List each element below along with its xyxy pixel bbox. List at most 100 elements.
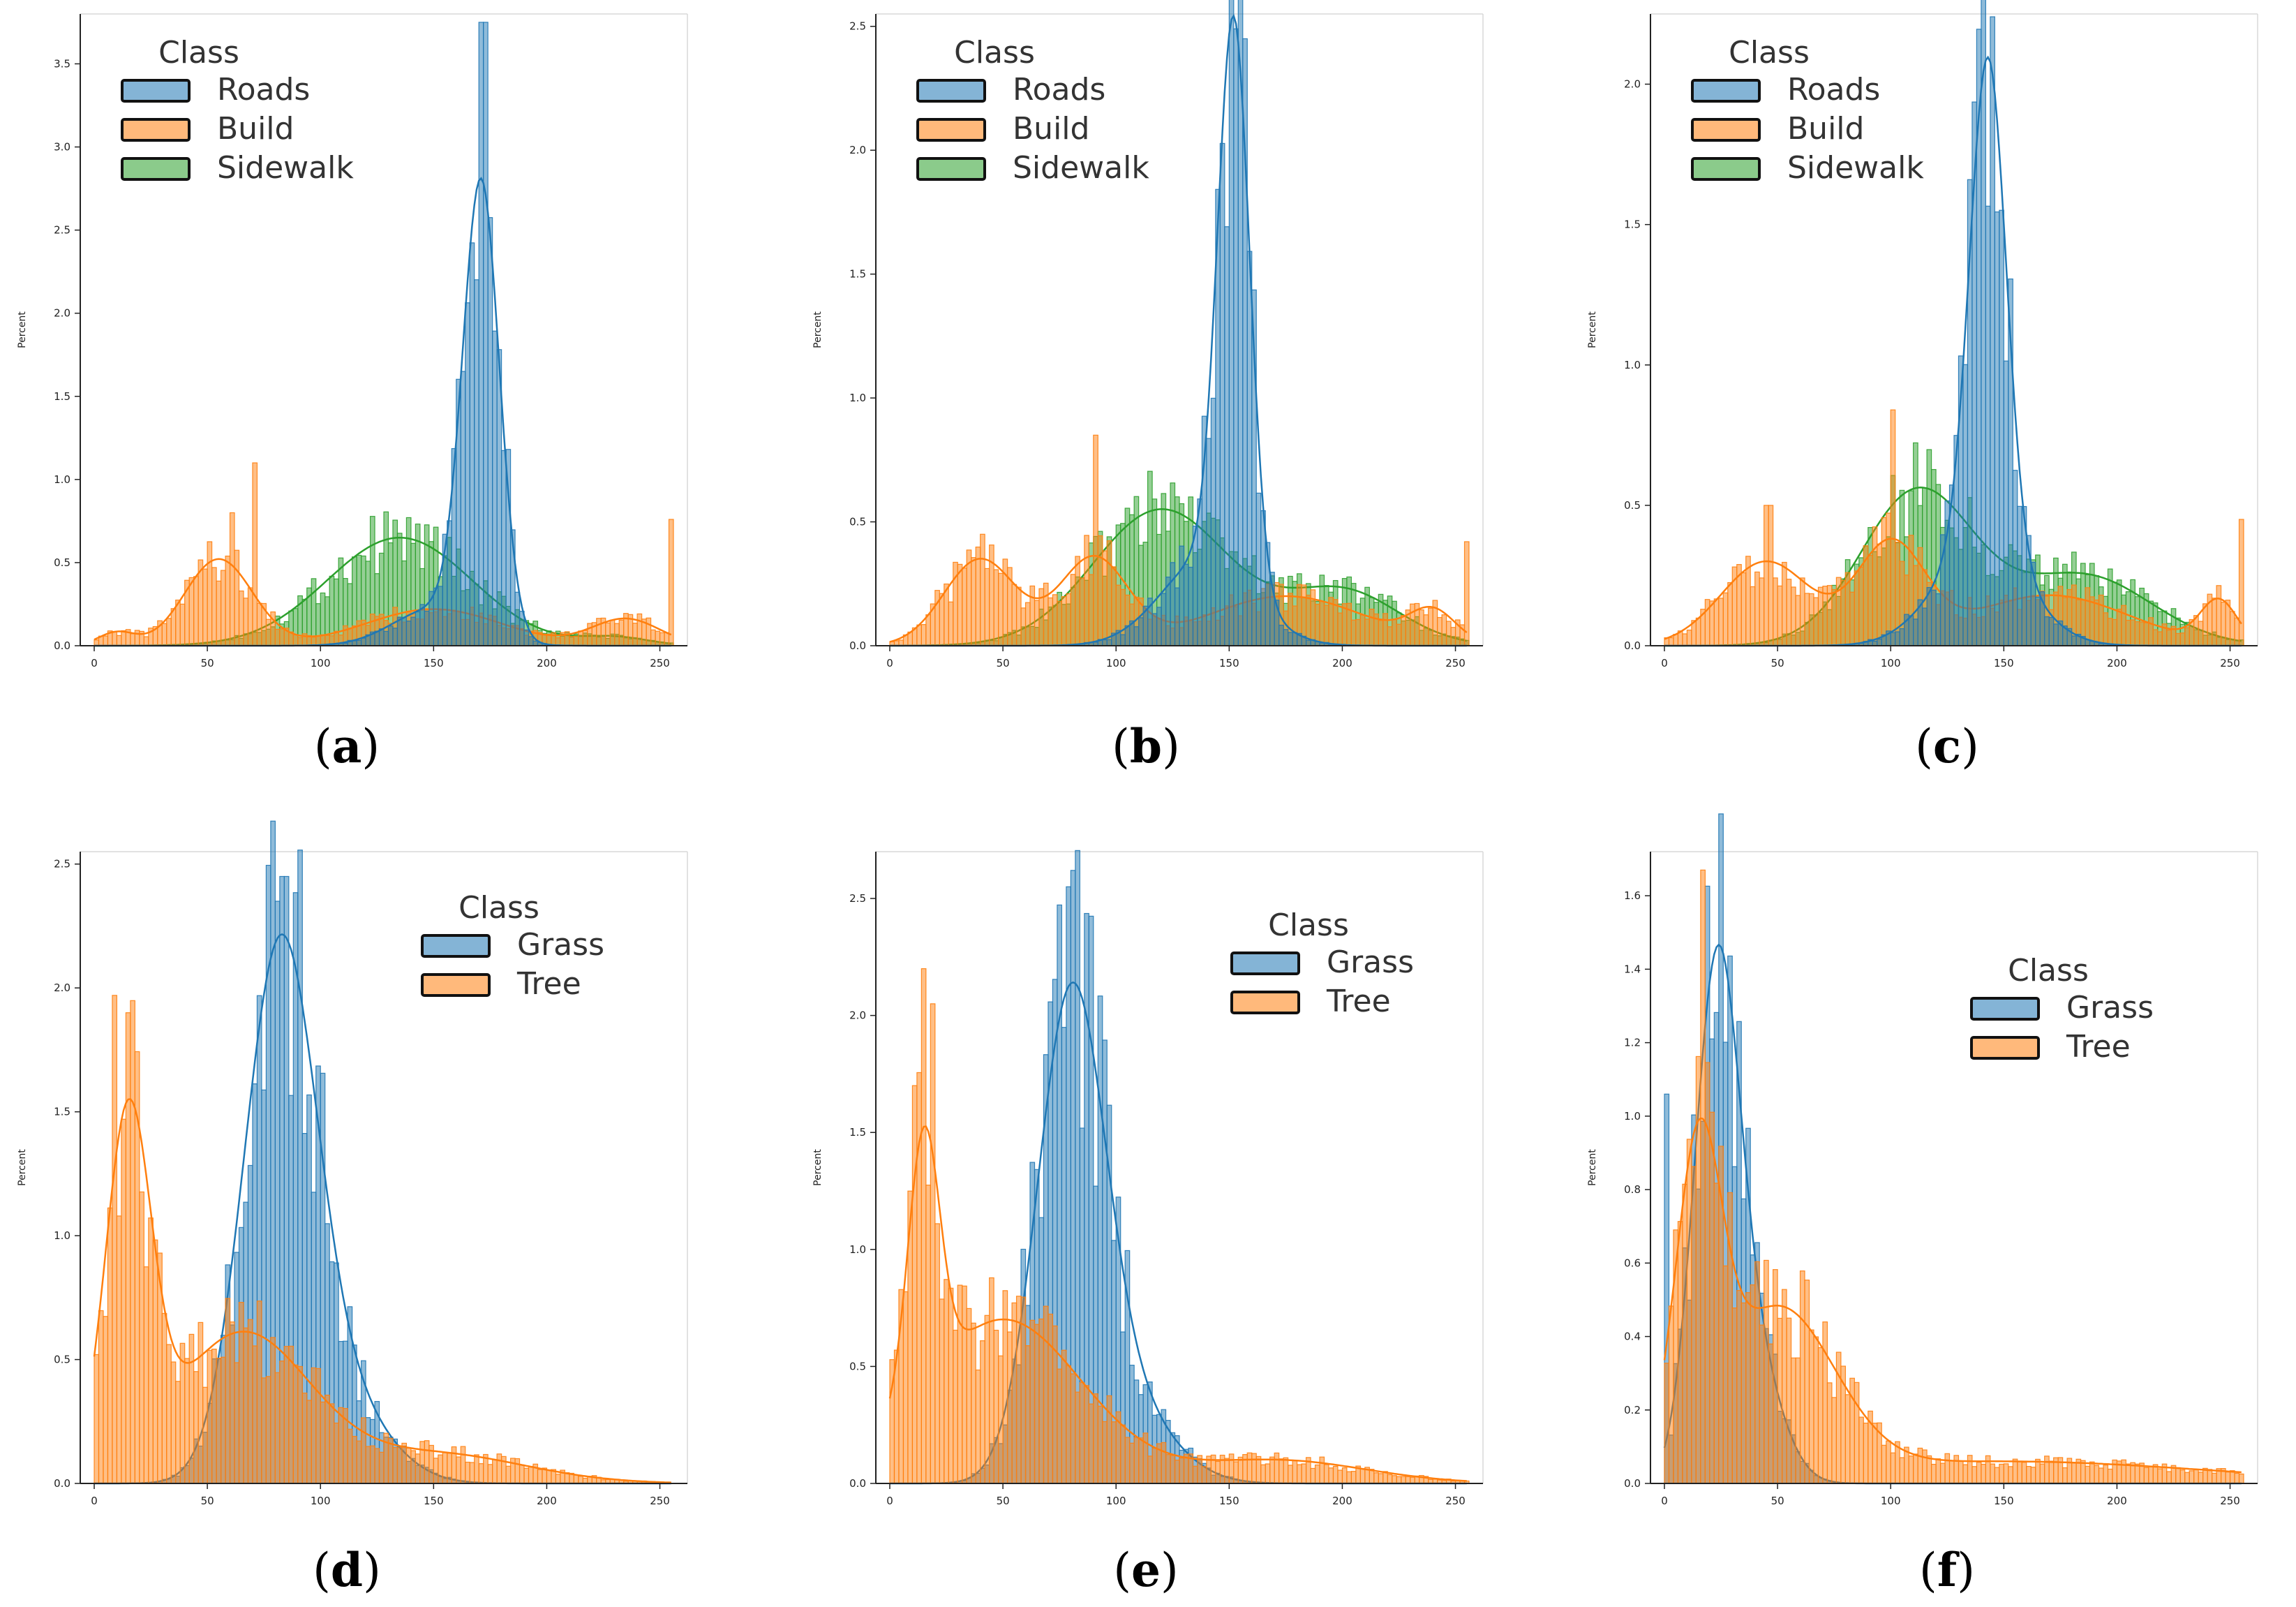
kde-line-build (94, 558, 672, 641)
hist-bar-tree (1953, 1455, 1960, 1484)
hist-bar-build (1387, 626, 1393, 646)
hist-bar-build (934, 590, 940, 646)
y-tick-label: 1.6 (1624, 889, 1641, 902)
hist-bar-build (2175, 632, 2181, 646)
hist-bar-tree (989, 1277, 994, 1484)
y-tick-label: 1.5 (849, 1126, 866, 1139)
hist-bar-tree (283, 1346, 290, 1484)
hist-bar-tree (1405, 1476, 1411, 1484)
hist-bar-build (1886, 512, 1891, 646)
y-axis-label: Percent (1587, 311, 1598, 348)
hist-bar-tree (1691, 1166, 1697, 1484)
hist-bar-build (1727, 582, 1733, 646)
hist-bar-tree (1323, 1464, 1329, 1484)
y-axis-label: Percent (17, 1149, 28, 1186)
x-tick-label: 50 (1771, 657, 1784, 669)
hist-bar-tree (2134, 1463, 2140, 1484)
hist-bar-build (573, 635, 579, 646)
hist-bar-build (2107, 618, 2113, 646)
hist-bar-tree (1011, 1302, 1017, 1484)
caption-f: (f) (1919, 1543, 1975, 1597)
caption-a: (a) (313, 719, 380, 773)
hist-bar-tree (2107, 1468, 2113, 1484)
legend-swatch-sidewalk (1691, 157, 1761, 181)
hist-bar-tree (392, 1446, 398, 1484)
hist-bar-tree (1024, 1345, 1031, 1484)
hist-bar-build (948, 601, 954, 646)
chart-f: 0.0 0.2 0.4 0.6 0.8 1.0 1.2 1.4 1.6 0 50 100 150 200 2… (1587, 813, 2258, 1507)
hist-bar-build (193, 576, 199, 646)
hist-bar-build (1704, 599, 1710, 646)
hist-bar-tree (352, 1435, 357, 1484)
hist-bar-tree (1093, 1393, 1098, 1484)
hist-bar-build (1070, 574, 1076, 646)
hist-bar-tree (1070, 1373, 1076, 1484)
hist-bar-tree (1844, 1394, 1851, 1484)
hist-bar-tree (374, 1448, 380, 1484)
hist-bar-build (1350, 619, 1357, 646)
hist-bar-build (980, 533, 985, 646)
hist-bar-tree (442, 1452, 448, 1484)
caption-e: (e) (1113, 1543, 1179, 1597)
hist-bar-tree (1764, 1259, 1769, 1484)
hist-bar-tree (1781, 1289, 1787, 1484)
hist-bar-tree (320, 1401, 326, 1484)
hist-bar-tree (1962, 1464, 1969, 1484)
hist-bar-build (1754, 571, 1760, 646)
hist-bar-build (1822, 586, 1828, 646)
hist-bar-build (2212, 598, 2217, 646)
hist-bar-tree (1161, 1442, 1167, 1484)
hist-bar-build (2125, 619, 2131, 646)
hist-bar-build (632, 623, 638, 646)
hist-bar-tree (297, 1365, 303, 1484)
hist-bar-tree (188, 1333, 195, 1484)
hist-bar-roads (401, 616, 408, 646)
hist-bar-tree (1401, 1476, 1406, 1484)
chart-b: 0.0 0.5 1.0 1.5 2.0 2.5 0 50 100 150 200 250 Percent… (812, 0, 1484, 669)
hist-bar-tree (1913, 1453, 1918, 1484)
hist-bar-build (225, 555, 231, 646)
hist-bar-build (1795, 595, 1801, 646)
hist-bar-build (2139, 621, 2145, 646)
hist-bar-tree (2143, 1467, 2149, 1484)
hist-bar-build (130, 633, 135, 646)
hist-bar-tree (225, 1298, 231, 1484)
hist-bar-roads (1292, 632, 1298, 646)
hist-bar-tree (2234, 1472, 2240, 1484)
x-tick-label: 150 (424, 1495, 444, 1507)
kde-line-tree (1663, 1117, 2242, 1474)
chart-panel-b: 0.0 0.5 1.0 1.5 2.0 2.5 0 50 100 150 200 250 Percent… (796, 0, 1514, 698)
hist-bar-roads (1930, 589, 1937, 646)
hist-bar-tree (2008, 1466, 2013, 1484)
x-tick-label: 200 (2107, 1495, 2127, 1507)
hist-bar-roads (523, 629, 530, 646)
hist-bar-roads (410, 616, 416, 646)
hist-bar-tree (492, 1459, 498, 1484)
hist-bar-tree (125, 1012, 131, 1484)
hist-bar-build (2143, 622, 2149, 646)
hist-bar-tree (920, 968, 927, 1484)
hist-bar-roads (2035, 596, 2041, 646)
y-tick-label: 0.8 (1624, 1183, 1641, 1196)
hist-bar-roads (1197, 498, 1203, 646)
x-tick-label: 50 (997, 657, 1010, 669)
hist-bar-build (121, 630, 126, 646)
y-tick-label: 1.0 (1624, 359, 1641, 371)
hist-bar-tree (288, 1345, 294, 1484)
hist-bar-tree (2125, 1463, 2131, 1484)
hist-bar-build (1369, 608, 1375, 646)
legend-swatch-grass (1230, 951, 1300, 975)
hist-bar-build (659, 632, 665, 646)
y-tick-label: 0.5 (54, 1354, 70, 1366)
hist-bar-roads (1246, 251, 1253, 646)
hist-bar-tree (966, 1308, 972, 1484)
hist-bar-build (103, 635, 109, 646)
hist-bar-tree (1138, 1437, 1144, 1484)
hist-bar-tree (1817, 1347, 1824, 1484)
hist-bar-tree (2030, 1467, 2036, 1484)
hist-bar-tree (1682, 1183, 1688, 1484)
hist-bar-tree (415, 1453, 421, 1484)
legend-title: Class (1268, 908, 1349, 943)
hist-bar-build (1840, 579, 1846, 646)
